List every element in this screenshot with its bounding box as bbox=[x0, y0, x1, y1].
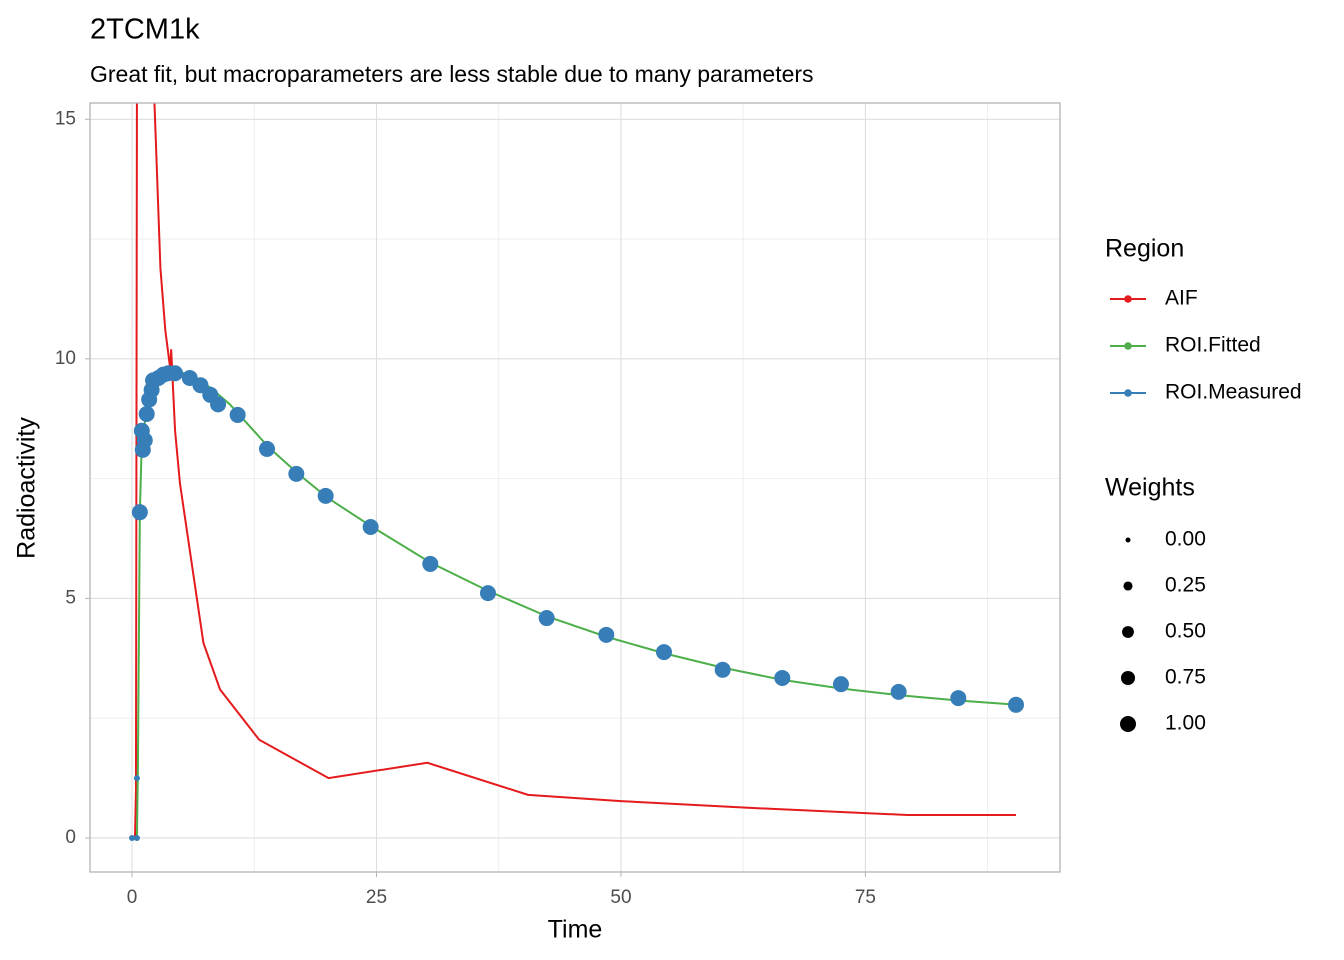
data-point bbox=[131, 504, 148, 521]
chart-title: 2TCM1k bbox=[90, 14, 200, 46]
grid bbox=[85, 103, 1060, 877]
y-tick-label: 0 bbox=[65, 827, 76, 848]
legend: Region AIF ROI.Fitted ROI.Measured Weights 0.… bbox=[1105, 235, 1302, 735]
y-axis-label: Radioactivity bbox=[13, 417, 41, 559]
legend-title: Weights bbox=[1105, 474, 1195, 502]
data-point bbox=[362, 519, 379, 536]
data-point bbox=[133, 834, 140, 842]
data-point bbox=[1007, 696, 1024, 713]
data-point bbox=[950, 690, 967, 707]
x-tick-label: 0 bbox=[127, 887, 138, 908]
y-tick-label: 10 bbox=[55, 348, 76, 369]
data-point bbox=[774, 669, 791, 686]
data-point bbox=[538, 610, 555, 627]
legend-dot bbox=[1124, 295, 1132, 303]
legend-label: 0.25 bbox=[1165, 574, 1206, 597]
data-point bbox=[422, 555, 439, 572]
legend-label: 0.75 bbox=[1165, 666, 1206, 689]
data-point bbox=[832, 676, 849, 693]
x-tick-label: 50 bbox=[610, 887, 631, 908]
data-point bbox=[890, 683, 907, 700]
data-point bbox=[192, 377, 209, 394]
size-legend-dot bbox=[1125, 537, 1131, 543]
size-legend-dot bbox=[1123, 581, 1133, 591]
legend-label: 0.00 bbox=[1165, 528, 1206, 551]
x-tick-label: 25 bbox=[366, 887, 387, 908]
legend-label: ROI.Fitted bbox=[1165, 334, 1261, 357]
data-point bbox=[133, 775, 140, 782]
legend-label: ROI.Measured bbox=[1165, 381, 1302, 404]
legend-label: 0.50 bbox=[1165, 620, 1206, 643]
y-tick-label: 5 bbox=[65, 587, 76, 608]
legend-label: AIF bbox=[1165, 287, 1198, 310]
data-point bbox=[479, 585, 496, 602]
data-point bbox=[129, 834, 136, 842]
data-point bbox=[317, 487, 334, 504]
data-point bbox=[167, 365, 184, 382]
legend-title: Region bbox=[1105, 235, 1184, 263]
data-point bbox=[714, 661, 731, 678]
x-tick-label: 75 bbox=[855, 887, 876, 908]
chart-subtitle: Great fit, but macroparameters are less … bbox=[90, 61, 814, 87]
data-point bbox=[136, 432, 153, 449]
data-point bbox=[258, 440, 275, 457]
data-point bbox=[598, 626, 615, 643]
data-point bbox=[655, 644, 672, 661]
x-axis-label: Time bbox=[548, 916, 603, 944]
data-point bbox=[210, 396, 227, 413]
panel-border bbox=[89, 102, 1061, 873]
legend-dot bbox=[1124, 389, 1132, 397]
size-legend-dot bbox=[1120, 716, 1136, 732]
line-aif bbox=[132, 103, 1016, 839]
data-point bbox=[138, 405, 155, 422]
data-point bbox=[229, 406, 246, 423]
data-point bbox=[288, 465, 305, 482]
size-legend-dot bbox=[1120, 670, 1136, 686]
legend-dot bbox=[1124, 342, 1132, 350]
size-legend-dot bbox=[1122, 626, 1134, 638]
legend-label: 1.00 bbox=[1165, 712, 1206, 735]
plot-area bbox=[129, 103, 1024, 842]
y-tick-label: 15 bbox=[55, 108, 76, 129]
